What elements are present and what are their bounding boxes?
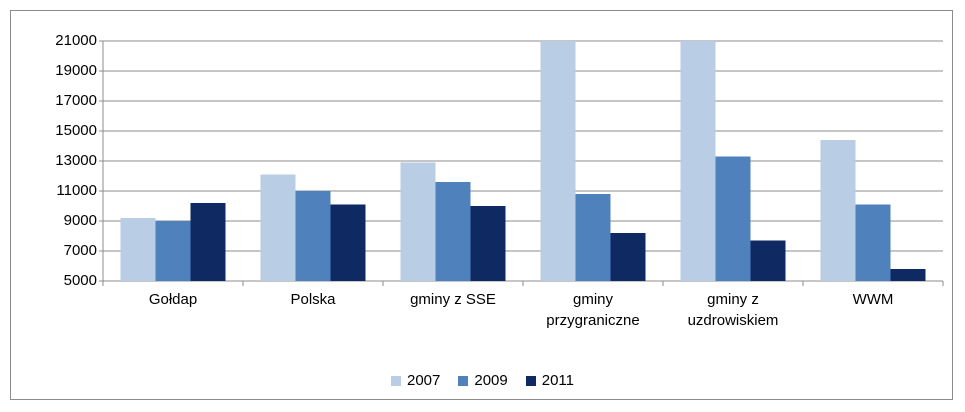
y-tick-label: 15000 [55, 122, 97, 139]
legend-label: 2011 [541, 372, 574, 389]
x-tick-label: Gołdap [148, 291, 198, 308]
bar [820, 140, 856, 281]
legend: 2007 2009 2011 [0, 372, 965, 389]
bar [750, 240, 786, 281]
legend-item: 2009 [458, 372, 508, 389]
legend-swatch [390, 375, 401, 386]
bar [890, 269, 926, 281]
y-tick-label: 11000 [56, 182, 97, 199]
bar [435, 182, 471, 281]
chart-frame [10, 10, 953, 400]
y-tick-label: 7000 [64, 242, 97, 259]
bar [470, 206, 506, 281]
x-tick-label: Polska [290, 291, 336, 308]
bar [295, 191, 331, 281]
bar [715, 156, 751, 281]
legend-label: 2007 [406, 372, 441, 389]
y-tick-label: 19000 [55, 62, 97, 79]
bar [680, 41, 716, 281]
bar [540, 41, 576, 281]
legend-swatch [458, 375, 469, 386]
x-tick-label: gminy z SSE [410, 291, 496, 308]
bar [155, 221, 191, 281]
bar [120, 218, 156, 281]
y-tick-label: 5000 [64, 272, 97, 289]
y-tick-label: 9000 [64, 212, 97, 229]
bar [260, 174, 296, 281]
bar [855, 204, 891, 281]
legend-item: 2011 [525, 372, 574, 389]
y-tick-label: 13000 [55, 152, 97, 169]
legend-swatch [525, 375, 536, 386]
x-tick-label: gminy z uzdrowiskiem [687, 291, 779, 329]
bar [190, 203, 226, 281]
bar [330, 204, 366, 281]
x-tick-label: WWM [852, 291, 894, 308]
bar [575, 194, 611, 281]
y-tick-label: 21000 [55, 32, 97, 49]
x-tick-label: gminy przygraniczne [546, 291, 640, 329]
y-tick-label: 17000 [55, 92, 97, 109]
legend-item: 2007 [390, 372, 441, 389]
legend-label: 2009 [474, 372, 508, 389]
bar [610, 233, 646, 281]
bar [400, 162, 436, 281]
